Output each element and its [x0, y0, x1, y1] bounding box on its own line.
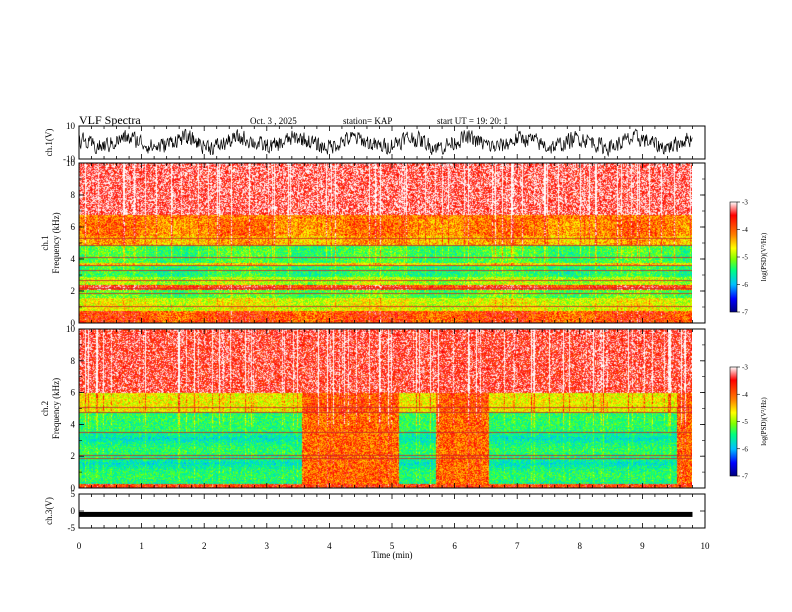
ch1-waveform-tick-label: -10	[63, 154, 75, 164]
colorbar-tick-label: -7	[742, 473, 748, 481]
ch2-spectrogram-tick-label: 2	[71, 451, 76, 461]
ch2-spectrogram-tick-label: 4	[71, 419, 76, 429]
ch2-spectrogram-tick-label: 6	[71, 388, 76, 398]
ch1-waveform-ylabel: ch.1(V)	[44, 129, 54, 157]
x-tick-label: 0	[77, 541, 82, 551]
colorbar-label: log(PSD)(V²/Hz)	[760, 232, 768, 281]
ch1-spectrogram-tick-label: 0	[71, 318, 76, 328]
ch1-waveform-line	[78, 128, 693, 158]
ch1-spectrogram-tick-label: 10	[66, 158, 76, 168]
x-axis-label: Time (min)	[372, 550, 413, 560]
colorbar-label: log(PSD)(V²/Hz)	[760, 397, 768, 446]
colorbar-tick-label: -7	[742, 309, 748, 317]
ch3-waveform-frame	[78, 493, 706, 529]
ch2-spectrogram-ylabel-frequency: Frequency (kHz)	[51, 378, 61, 439]
x-tick-label: 6	[452, 541, 457, 551]
ch2-spectrogram-tick-label: 8	[71, 356, 76, 366]
ch1-spectrogram-tick-label: 8	[71, 190, 76, 200]
colorbar-tick-label: -5	[742, 254, 748, 262]
ch3-waveform-tick-label: 5	[71, 489, 76, 499]
ch3-waveform-tick-label: -5	[68, 523, 76, 533]
ch2-spectrogram-tick-label: 10	[66, 324, 76, 334]
x-tick-label: 7	[515, 541, 520, 551]
colorbar-tick-label: -5	[742, 418, 748, 426]
ch2-spectrogram-tick-label: 0	[71, 483, 76, 493]
station-label: station= KAP	[343, 116, 393, 126]
ch1-spectrogram-tick-label: 2	[71, 286, 76, 296]
ch1-spectrogram-image	[79, 163, 692, 323]
ch3-waveform-line	[79, 511, 693, 517]
x-tick-label: 5	[390, 541, 395, 551]
x-tick-label: 9	[640, 541, 645, 551]
date-label: Oct. 3 , 2025	[250, 116, 297, 126]
x-tick-label: 2	[202, 541, 207, 551]
colorbar-2	[729, 366, 738, 477]
colorbar-tick-label: -3	[742, 364, 748, 372]
ch1-waveform-tick-label: 10	[66, 121, 76, 131]
colorbar-tick-label: -4	[742, 226, 748, 234]
ch2-spectrogram-image	[79, 329, 692, 488]
figure-title: VLF Spectra	[79, 113, 141, 127]
start-time-label: start UT = 19: 20: 1	[437, 116, 509, 126]
colorbar-tick-label: -4	[742, 391, 748, 399]
ch1-spectrogram-tick-label: 6	[71, 222, 76, 232]
ch3-waveform-tick-label: 0	[71, 506, 76, 516]
ch1-spectrogram-tick-label: 4	[71, 254, 76, 264]
x-tick-label: 3	[265, 541, 270, 551]
ch1-spectrogram-ylabel-channel: ch.1	[40, 235, 50, 250]
colorbar-tick-label: -6	[742, 281, 748, 289]
ch3-waveform-ylabel: ch.3(V)	[44, 497, 54, 525]
x-tick-label: 8	[578, 541, 583, 551]
x-tick-label: 4	[327, 541, 332, 551]
colorbar-tick-label: -3	[742, 199, 748, 207]
ch2-spectrogram-ylabel-channel: ch.2	[40, 401, 50, 416]
colorbar-1	[729, 201, 738, 313]
colorbar-tick-label: -6	[742, 445, 748, 453]
ch1-spectrogram-ylabel-frequency: Frequency (kHz)	[51, 212, 61, 273]
x-tick-label: 10	[701, 541, 711, 551]
x-tick-label: 1	[139, 541, 144, 551]
